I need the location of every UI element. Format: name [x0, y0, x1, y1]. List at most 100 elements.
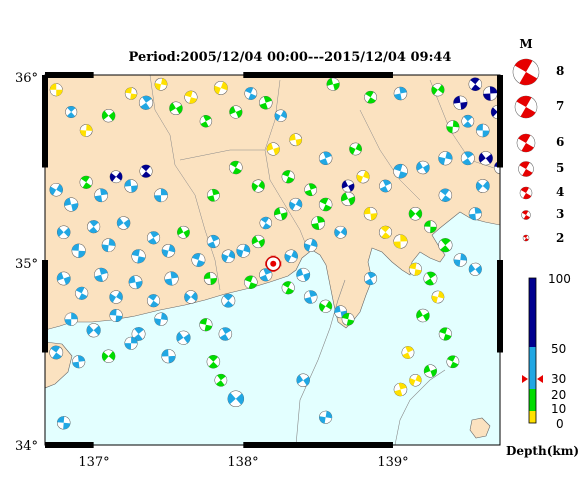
event-ball	[191, 253, 206, 267]
event-ball	[274, 109, 287, 122]
main-event-center	[270, 260, 277, 267]
event-ball	[296, 373, 310, 387]
event-ball	[184, 290, 198, 304]
magnitude-legend-ball	[521, 210, 531, 220]
event-ball	[124, 87, 138, 100]
event-ball	[227, 390, 245, 407]
event-ball	[94, 188, 109, 203]
event-ball	[284, 249, 298, 264]
event-ball	[461, 114, 475, 128]
depth-tick-20: 20	[551, 388, 566, 402]
event-ball	[304, 183, 318, 197]
magnitude-legend-ball	[514, 95, 538, 119]
event-ball	[154, 312, 168, 326]
event-ball	[109, 290, 123, 304]
event-ball	[363, 207, 378, 221]
event-ball	[72, 355, 86, 369]
main-event-marker	[265, 255, 282, 272]
event-ball	[206, 355, 221, 369]
depth-band-0-10	[529, 411, 536, 423]
event-ball	[139, 164, 153, 178]
event-ball	[79, 124, 93, 137]
event-ball	[169, 101, 183, 116]
event-ball	[259, 216, 272, 230]
event-ball	[251, 234, 265, 249]
event-ball	[244, 87, 258, 100]
event-ball	[207, 188, 220, 202]
depth-tick-30: 30	[551, 372, 566, 386]
event-ball	[154, 77, 168, 91]
event-ball	[56, 271, 71, 286]
main-event-arrow	[270, 270, 277, 272]
event-ball	[184, 90, 198, 104]
event-ball	[199, 115, 213, 128]
event-ball	[409, 374, 422, 387]
main-event-arrow	[280, 260, 282, 267]
event-ball	[475, 179, 490, 193]
event-ball	[75, 286, 89, 300]
event-ball	[468, 207, 482, 221]
event-ball	[326, 77, 340, 91]
event-ball	[206, 234, 220, 249]
event-ball	[56, 416, 71, 430]
event-ball	[438, 188, 453, 202]
event-ball	[476, 123, 490, 138]
event-ball	[164, 271, 179, 286]
event-ball	[131, 249, 146, 264]
magnitude-legend-ball	[518, 161, 534, 177]
mag-label-6: 6	[556, 135, 564, 149]
event-ball	[79, 175, 93, 189]
event-ball	[446, 355, 460, 369]
magnitude-legend-ball	[512, 58, 540, 86]
event-ball	[221, 293, 236, 308]
event-ball	[86, 323, 101, 338]
lon-label-137: 137°	[78, 455, 109, 470]
event-ball	[221, 249, 236, 264]
event-ball	[356, 170, 370, 184]
event-ball	[203, 271, 217, 286]
lat-label-35: 35°	[15, 257, 38, 272]
event-ball	[56, 225, 71, 239]
depth-tick-10: 10	[551, 402, 566, 416]
event-ball	[364, 90, 377, 104]
event-ball	[101, 349, 116, 363]
event-ball	[341, 179, 355, 193]
event-ball	[408, 262, 422, 276]
event-ball	[363, 271, 378, 286]
depth-colorbar	[522, 277, 543, 424]
magnitude-legend-ball	[519, 186, 533, 200]
event-ball	[378, 225, 393, 239]
event-ball	[340, 191, 356, 207]
event-ball	[128, 275, 143, 290]
event-ball	[124, 336, 138, 350]
depth-tick-100: 100	[548, 272, 571, 286]
event-ball	[438, 151, 453, 166]
event-ball	[266, 142, 280, 156]
mag-label-4: 4	[556, 185, 564, 199]
event-ball	[49, 345, 64, 360]
magnitude-legend-header: M	[519, 37, 532, 51]
event-ball	[393, 163, 408, 179]
event-ball	[94, 267, 109, 282]
main-event-arrow	[270, 255, 277, 257]
depth-band-50-100	[529, 278, 536, 347]
event-ball	[199, 318, 213, 332]
event-ball	[318, 151, 333, 165]
event-ball	[146, 231, 161, 245]
event-ball	[64, 197, 79, 212]
mag-label-3: 3	[556, 207, 564, 221]
mag-label-7: 7	[556, 99, 564, 113]
mag-label-2: 2	[556, 231, 564, 245]
event-ball	[393, 382, 408, 397]
event-ball	[416, 160, 430, 175]
event-ball	[87, 220, 101, 234]
event-ball	[453, 253, 468, 267]
event-ball	[349, 142, 362, 156]
event-ball	[393, 86, 408, 101]
event-ball	[416, 308, 430, 323]
event-ball	[468, 262, 482, 276]
event-ball	[393, 234, 408, 249]
event-ball	[138, 95, 154, 110]
lat-label-34: 34°	[15, 439, 38, 454]
depth-band-10-30	[529, 389, 536, 411]
